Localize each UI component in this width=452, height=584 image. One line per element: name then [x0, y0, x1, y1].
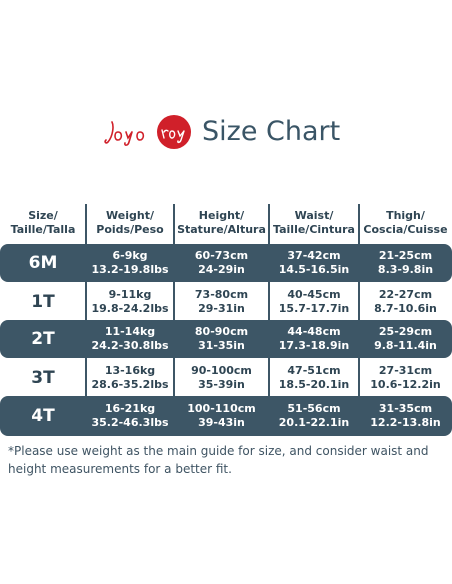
- value-metric: 40-45cm: [287, 288, 341, 301]
- value-metric: 73-80cm: [194, 288, 249, 301]
- value-imperial: 39-43in: [198, 416, 245, 429]
- weight-cell: 16-21kg 35.2-46.3lbs: [86, 396, 174, 436]
- table-header-row: Size/ Taille/Talla Weight/ Poids/Peso He…: [0, 204, 452, 242]
- value-imperial: 14.5-16.5in: [278, 263, 350, 276]
- value-metric: 47-51cm: [287, 364, 341, 377]
- column-divider: [173, 204, 175, 436]
- header-line: Waist/: [294, 209, 334, 222]
- brand-logo: [104, 115, 191, 149]
- value-imperial: 31-35in: [198, 339, 245, 352]
- height-cell: 73-80cm 29-31in: [174, 284, 269, 320]
- value-metric: 11-14kg: [104, 325, 156, 338]
- height-cell: 90-100cm 35-39in: [174, 360, 269, 396]
- height-cell: 100-110cm 39-43in: [174, 396, 269, 436]
- header-waist: Waist/ Taille/Cintura: [269, 204, 359, 242]
- value-imperial: 9.8-11.4in: [374, 339, 437, 352]
- table-row: 6M 6-9kg 13.2-19.8lbs 60-73cm 24-29in 37…: [0, 244, 452, 282]
- header-size: Size/ Taille/Talla: [0, 204, 86, 242]
- value-metric: 6-9kg: [112, 249, 148, 262]
- table-row: 1T 9-11kg 19.8-24.2lbs 73-80cm 29-31in 4…: [0, 284, 452, 320]
- value-imperial: 19.8-24.2lbs: [91, 302, 169, 315]
- waist-cell: 47-51cm 18.5-20.1in: [269, 360, 359, 396]
- size-cell: 1T: [31, 292, 55, 312]
- thigh-cell: 25-29cm 9.8-11.4in: [359, 320, 452, 358]
- weight-cell: 9-11kg 19.8-24.2lbs: [86, 284, 174, 320]
- value-imperial: 12.2-13.8in: [370, 416, 441, 429]
- weight-cell: 11-14kg 24.2-30.8lbs: [86, 320, 174, 358]
- value-imperial: 13.2-19.8lbs: [91, 263, 169, 276]
- waist-cell: 40-45cm 15.7-17.7in: [269, 284, 359, 320]
- header-line: Taille/Talla: [10, 223, 76, 236]
- value-metric: 25-29cm: [378, 325, 433, 338]
- value-imperial: 8.7-10.6in: [374, 302, 437, 315]
- thigh-cell: 21-25cm 8.3-9.8in: [359, 244, 452, 282]
- value-metric: 13-16kg: [104, 364, 156, 377]
- value-imperial: 28.6-35.2lbs: [91, 378, 169, 391]
- value-metric: 51-56cm: [287, 402, 341, 415]
- value-metric: 37-42cm: [287, 249, 341, 262]
- value-metric: 9-11kg: [108, 288, 152, 301]
- value-imperial: 24-29in: [198, 263, 245, 276]
- value-imperial: 20.1-22.1in: [278, 416, 350, 429]
- thigh-cell: 27-31cm 10.6-12.2in: [359, 360, 452, 396]
- value-imperial: 15.7-17.7in: [278, 302, 350, 315]
- value-metric: 90-100cm: [191, 364, 252, 377]
- sizing-note: *Please use weight as the main guide for…: [8, 444, 429, 476]
- header: Size Chart: [0, 112, 452, 156]
- header-thigh: Thigh/ Coscia/Cuisse: [359, 204, 452, 242]
- header-line: Weight/: [106, 209, 154, 222]
- value-metric: 31-35cm: [378, 402, 433, 415]
- value-metric: 21-25cm: [378, 249, 433, 262]
- value-metric: 22-27cm: [378, 288, 433, 301]
- value-imperial: 10.6-12.2in: [370, 378, 441, 391]
- size-cell: 6M: [28, 253, 58, 273]
- size-cell: 2T: [31, 329, 55, 349]
- header-line: Coscia/Cuisse: [363, 223, 448, 236]
- header-line: Stature/Altura: [177, 223, 266, 236]
- value-imperial: 35-39in: [198, 378, 245, 391]
- header-line: Size/: [28, 209, 58, 222]
- value-imperial: 29-31in: [198, 302, 245, 315]
- thigh-cell: 31-35cm 12.2-13.8in: [359, 396, 452, 436]
- value-imperial: 35.2-46.3lbs: [91, 416, 169, 429]
- table-row: 4T 16-21kg 35.2-46.3lbs 100-110cm 39-43i…: [0, 396, 452, 436]
- value-metric: 60-73cm: [194, 249, 249, 262]
- column-divider: [268, 204, 270, 436]
- value-imperial: 24.2-30.8lbs: [91, 339, 169, 352]
- value-metric: 27-31cm: [378, 364, 433, 377]
- weight-cell: 6-9kg 13.2-19.8lbs: [86, 244, 174, 282]
- header-height: Height/ Stature/Altura: [174, 204, 269, 242]
- value-metric: 16-21kg: [104, 402, 156, 415]
- page-title: Size Chart: [202, 116, 341, 147]
- header-line: Thigh/: [386, 209, 425, 222]
- table-row: 2T 11-14kg 24.2-30.8lbs 80-90cm 31-35in …: [0, 320, 452, 358]
- value-metric: 44-48cm: [287, 325, 341, 338]
- waist-cell: 51-56cm 20.1-22.1in: [269, 396, 359, 436]
- column-divider: [358, 204, 360, 436]
- thigh-cell: 22-27cm 8.7-10.6in: [359, 284, 452, 320]
- header-line: Poids/Peso: [96, 223, 164, 236]
- header-line: Height/: [198, 209, 245, 222]
- waist-cell: 44-48cm 17.3-18.9in: [269, 320, 359, 358]
- value-imperial: 8.3-9.8in: [377, 263, 434, 276]
- height-cell: 80-90cm 31-35in: [174, 320, 269, 358]
- height-cell: 60-73cm 24-29in: [174, 244, 269, 282]
- column-divider: [85, 204, 87, 436]
- header-weight: Weight/ Poids/Peso: [86, 204, 174, 242]
- value-metric: 100-110cm: [187, 402, 256, 415]
- value-imperial: 17.3-18.9in: [278, 339, 350, 352]
- table-row: 3T 13-16kg 28.6-35.2lbs 90-100cm 35-39in…: [0, 360, 452, 396]
- value-metric: 80-90cm: [194, 325, 249, 338]
- weight-cell: 13-16kg 28.6-35.2lbs: [86, 360, 174, 396]
- header-line: Taille/Cintura: [273, 223, 355, 236]
- waist-cell: 37-42cm 14.5-16.5in: [269, 244, 359, 282]
- value-imperial: 18.5-20.1in: [278, 378, 350, 391]
- size-cell: 4T: [31, 406, 55, 426]
- size-cell: 3T: [31, 368, 55, 388]
